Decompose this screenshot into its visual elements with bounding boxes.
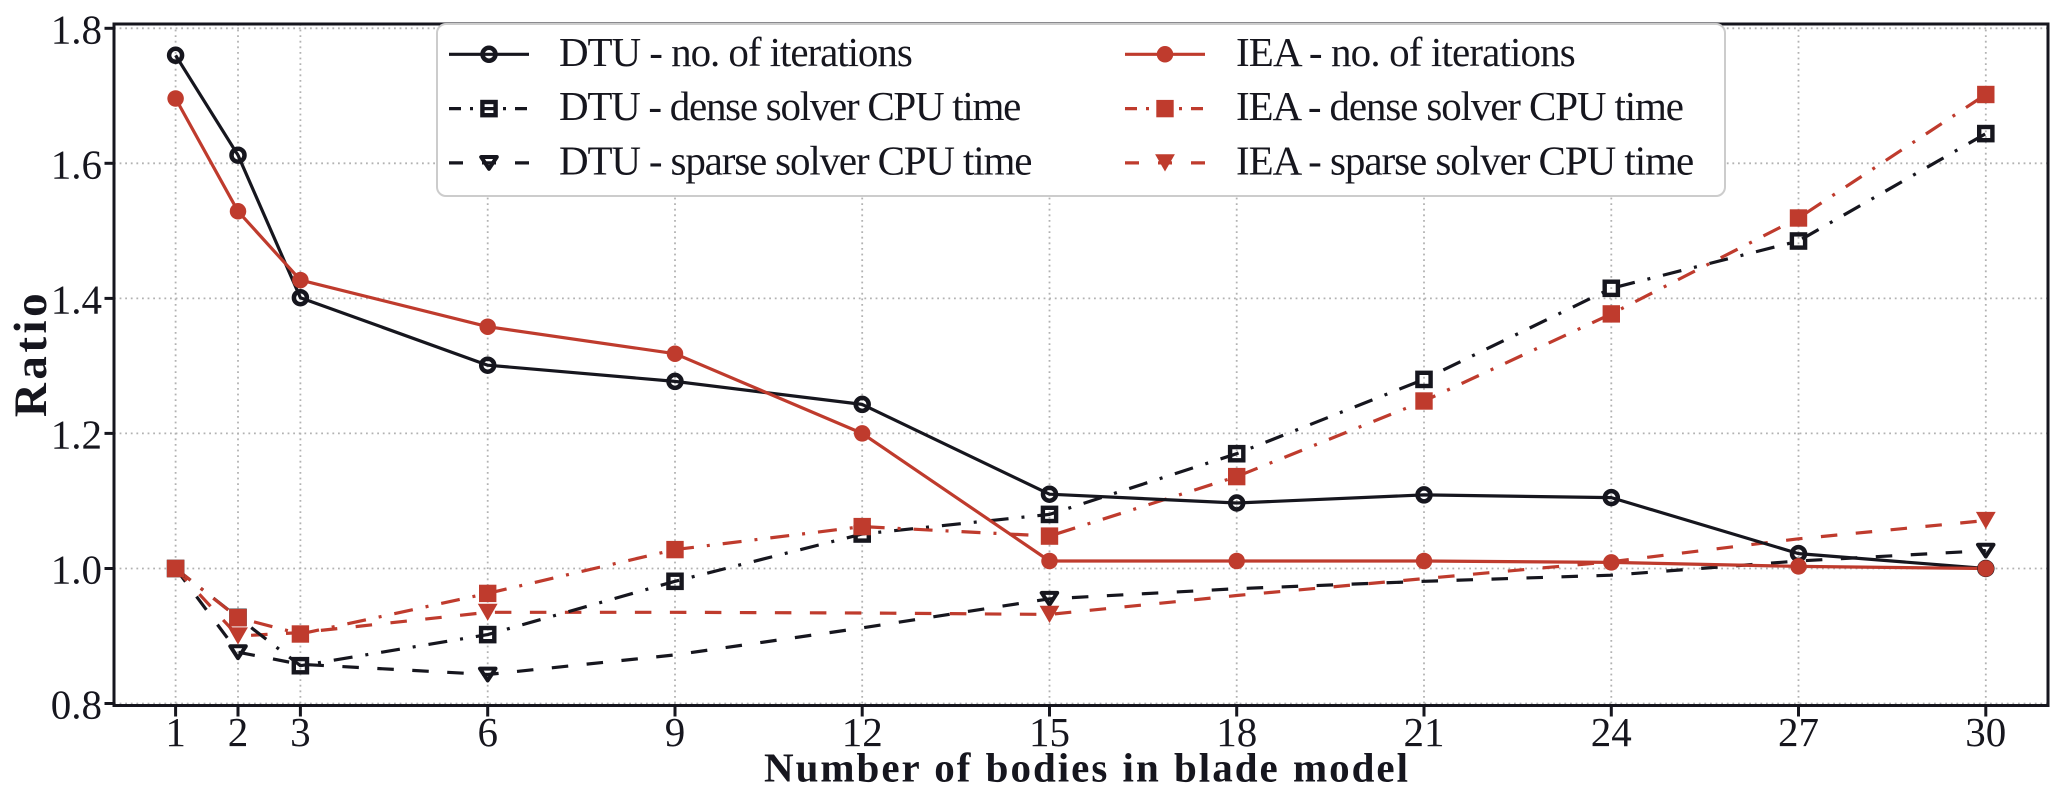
svg-text:DTU - no. of iterations: DTU - no. of iterations [559,29,912,75]
svg-text:1: 1 [165,709,186,755]
svg-text:0.8: 0.8 [51,682,102,728]
svg-text:1.8: 1.8 [51,7,102,53]
svg-text:18: 18 [1216,709,1257,755]
svg-text:IEA - sparse solver CPU time: IEA - sparse solver CPU time [1236,137,1693,183]
svg-text:DTU - sparse solver CPU time: DTU - sparse solver CPU time [559,137,1031,183]
svg-text:Ratio: Ratio [5,290,57,417]
svg-text:IEA - no. of iterations: IEA - no. of iterations [1236,29,1575,75]
svg-text:27: 27 [1778,709,1819,755]
svg-text:IEA - dense solver CPU time: IEA - dense solver CPU time [1236,83,1683,129]
svg-text:1.6: 1.6 [51,142,102,188]
svg-text:1.0: 1.0 [51,547,102,593]
svg-text:1.2: 1.2 [51,412,102,458]
svg-text:12: 12 [842,709,883,755]
svg-text:3: 3 [290,709,311,755]
svg-text:Number of bodies in blade mode: Number of bodies in blade model [764,745,1410,791]
svg-text:DTU - dense solver CPU time: DTU - dense solver CPU time [559,83,1020,129]
svg-text:2: 2 [228,709,249,755]
svg-text:24: 24 [1591,709,1632,755]
svg-text:21: 21 [1404,709,1445,755]
svg-text:9: 9 [665,709,686,755]
svg-text:30: 30 [1965,709,2006,755]
svg-text:6: 6 [477,709,498,755]
svg-text:15: 15 [1029,709,1070,755]
svg-text:1.4: 1.4 [51,277,102,323]
